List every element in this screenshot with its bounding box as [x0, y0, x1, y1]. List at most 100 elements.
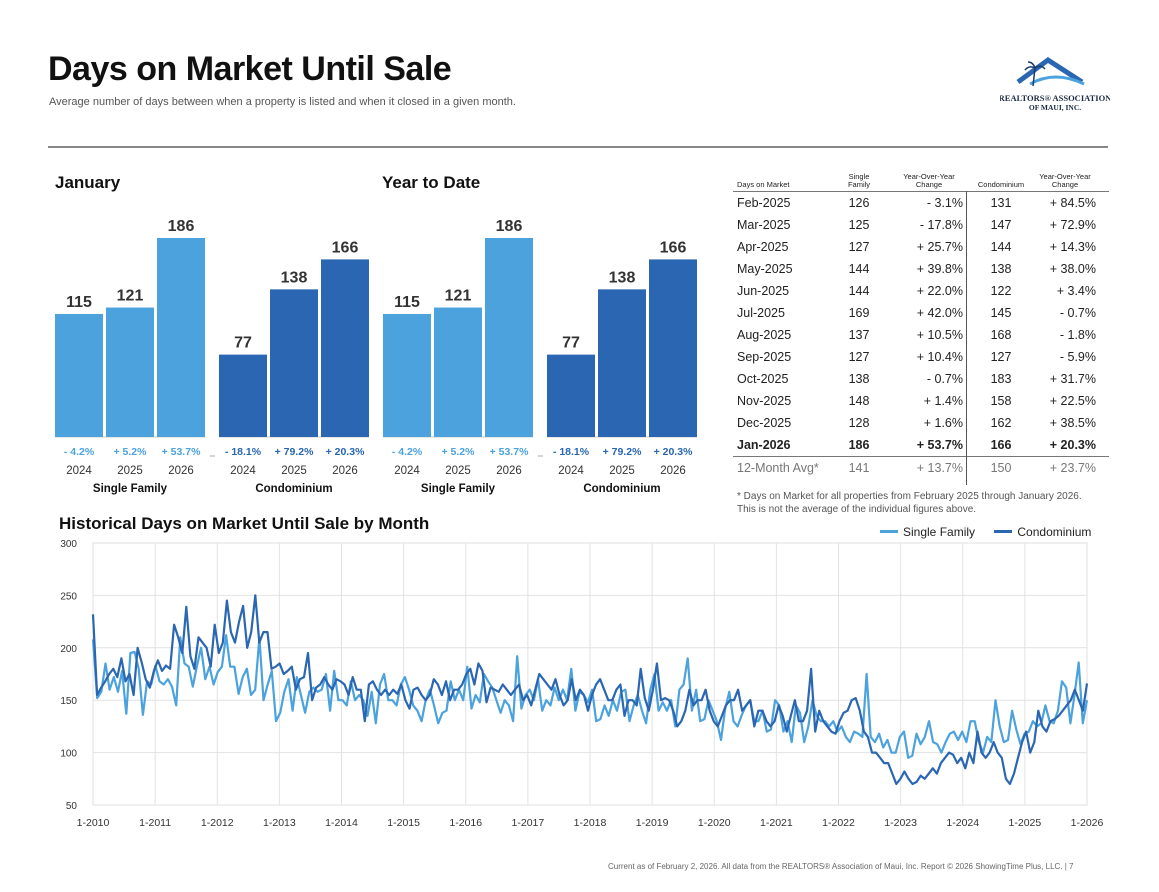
table-cell: 137 [848, 328, 870, 342]
logo-palm-icon [1024, 61, 1046, 87]
association-logo: REALTORS® ASSOCIATION OF MAUI, INC. [1000, 56, 1110, 112]
table-cell: 126 [848, 196, 870, 210]
table-cell: + 53.7% [916, 438, 963, 452]
y-tick-label: 150 [60, 696, 77, 707]
table-row: Nov-2025 148 + 1.4% 158 + 22.5% [733, 390, 1109, 412]
table-row: Jul-2025 169 + 42.0% 145 - 0.7% [733, 302, 1109, 324]
header-days-on-market: Days on Market [737, 180, 790, 189]
header-divider [48, 146, 1108, 148]
legend-label-single-family: Single Family [903, 524, 976, 539]
bar [157, 238, 205, 437]
table-row: Aug-2025 137 + 10.5% 168 - 1.8% [733, 324, 1109, 346]
table-cell: 127 [848, 350, 870, 364]
bar-value-label: 115 [394, 294, 420, 311]
x-tick-label: 1-2025 [1009, 817, 1042, 829]
legend-swatch-condominium [994, 530, 1013, 533]
table-cell: + 42.0% [916, 306, 963, 320]
bar-year-label: 2024 [394, 465, 420, 477]
table-cell: Jul-2025 [737, 306, 785, 320]
y-tick-label: 300 [60, 539, 77, 550]
logo-roof-icon [1016, 56, 1084, 85]
page-footer: Current as of February 2, 2026. All data… [608, 862, 1074, 871]
series-line-condominium [91, 594, 1089, 786]
x-tick-label: 1-2018 [574, 817, 607, 829]
logo-text-2: OF MAUI, INC. [1029, 103, 1081, 112]
x-tick-label: 1-2023 [884, 817, 917, 829]
bar-value-label: 121 [117, 288, 144, 305]
x-tick-label: 1-2026 [1071, 817, 1104, 829]
table-cell: - 17.8% [919, 218, 963, 232]
table-cell: 127 [990, 350, 1012, 364]
table-cell: 145 [990, 306, 1012, 320]
bar [106, 307, 154, 437]
table-cell: + 25.7% [916, 240, 963, 254]
bar-change-label: - 4.2% [64, 446, 95, 458]
x-tick-label: 1-2012 [201, 817, 234, 829]
header-condo-change: Year-Over-Year Change [1039, 172, 1091, 189]
table-cell: 148 [848, 394, 870, 408]
bar [321, 259, 369, 437]
bar-change-label: - 18.1% [225, 446, 262, 458]
group-label: Single Family [93, 483, 168, 495]
table-cell: Mar-2025 [737, 218, 791, 232]
table-row: Sep-2025 127 + 10.4% 127 - 5.9% [733, 346, 1109, 368]
page-title: Days on Market Until Sale [48, 50, 452, 88]
y-tick-label: 200 [60, 644, 77, 655]
table-row: Apr-2025 127 + 25.7% 144 + 14.3% [733, 236, 1109, 258]
x-tick-label: 1-2016 [449, 817, 482, 829]
table-cell: + 13.7% [916, 461, 963, 475]
legend-condominium: Condominium [994, 525, 1091, 539]
table-cell: - 1.8% [1059, 328, 1096, 342]
bar-change-label: + 5.2% [442, 446, 476, 458]
legend-label-condominium: Condominium [1017, 524, 1092, 539]
page-subtitle: Average number of days between when a pr… [49, 96, 516, 108]
table-footnote: * Days on Market for all properties from… [737, 490, 1082, 516]
series-line-single-family [91, 634, 1089, 759]
bar-change-label: - 18.1% [553, 446, 590, 458]
table-cell: + 22.0% [916, 284, 963, 298]
logo-text-1: REALTORS® ASSOCIATION [1000, 93, 1110, 103]
bar-year-label: 2025 [281, 465, 307, 477]
january-title: January [55, 173, 121, 192]
group-label: Condominium [255, 483, 332, 495]
table-cell: Aug-2025 [737, 328, 792, 342]
table-row: May-2025 144 + 39.8% 138 + 38.0% [733, 258, 1109, 280]
table-cell: - 0.7% [1059, 306, 1096, 320]
table-cell: 131 [990, 196, 1012, 210]
table-cell: 144 [990, 240, 1012, 254]
table-cell: - 5.9% [1059, 350, 1096, 364]
bar-value-label: 186 [168, 218, 195, 235]
header-sf-change: Year-Over-Year Change [903, 172, 955, 189]
table-cell: 169 [848, 306, 870, 320]
bar-value-label: 138 [609, 269, 636, 286]
table-cell: + 1.4% [923, 394, 963, 408]
table-cell: - 3.1% [926, 196, 963, 210]
x-tick-label: 1-2011 [139, 817, 171, 829]
bar-value-label: 138 [281, 269, 308, 286]
bar [434, 307, 482, 437]
y-tick-label: 100 [60, 749, 77, 760]
legend-swatch-single-family [880, 530, 898, 533]
bar-change-label: - 4.2% [392, 446, 423, 458]
table-cell: 186 [848, 438, 870, 452]
x-tick-label: 1-2019 [636, 817, 669, 829]
bar-year-label: 2024 [66, 465, 92, 477]
table-row: Jun-2025 144 + 22.0% 122 + 3.4% [733, 280, 1109, 302]
footnote-line-1: * Days on Market for all properties from… [737, 491, 1082, 502]
y-tick-label: 50 [66, 801, 78, 812]
bar-year-label: 2026 [332, 465, 358, 477]
table-cell: Apr-2025 [737, 240, 789, 254]
table-cell: Sep-2025 [737, 350, 792, 364]
bar-value-label: 186 [496, 218, 523, 235]
table-cell: 147 [990, 218, 1012, 232]
x-tick-label: 1-2022 [822, 817, 855, 829]
bar-change-label: + 5.2% [114, 446, 148, 458]
bar-year-label: 2025 [609, 465, 635, 477]
x-tick-label: 1-2010 [77, 817, 110, 829]
bar [383, 313, 431, 437]
january-bar-chart: 115 - 4.2% 2024 121 + 5.2% 2025 186 + 53.7% 2026… [55, 218, 369, 495]
table-cell: + 38.5% [1049, 416, 1096, 430]
chart-legend: Single Family Condominium [880, 522, 1107, 539]
bar [547, 354, 595, 437]
table-cell: 125 [848, 218, 870, 232]
